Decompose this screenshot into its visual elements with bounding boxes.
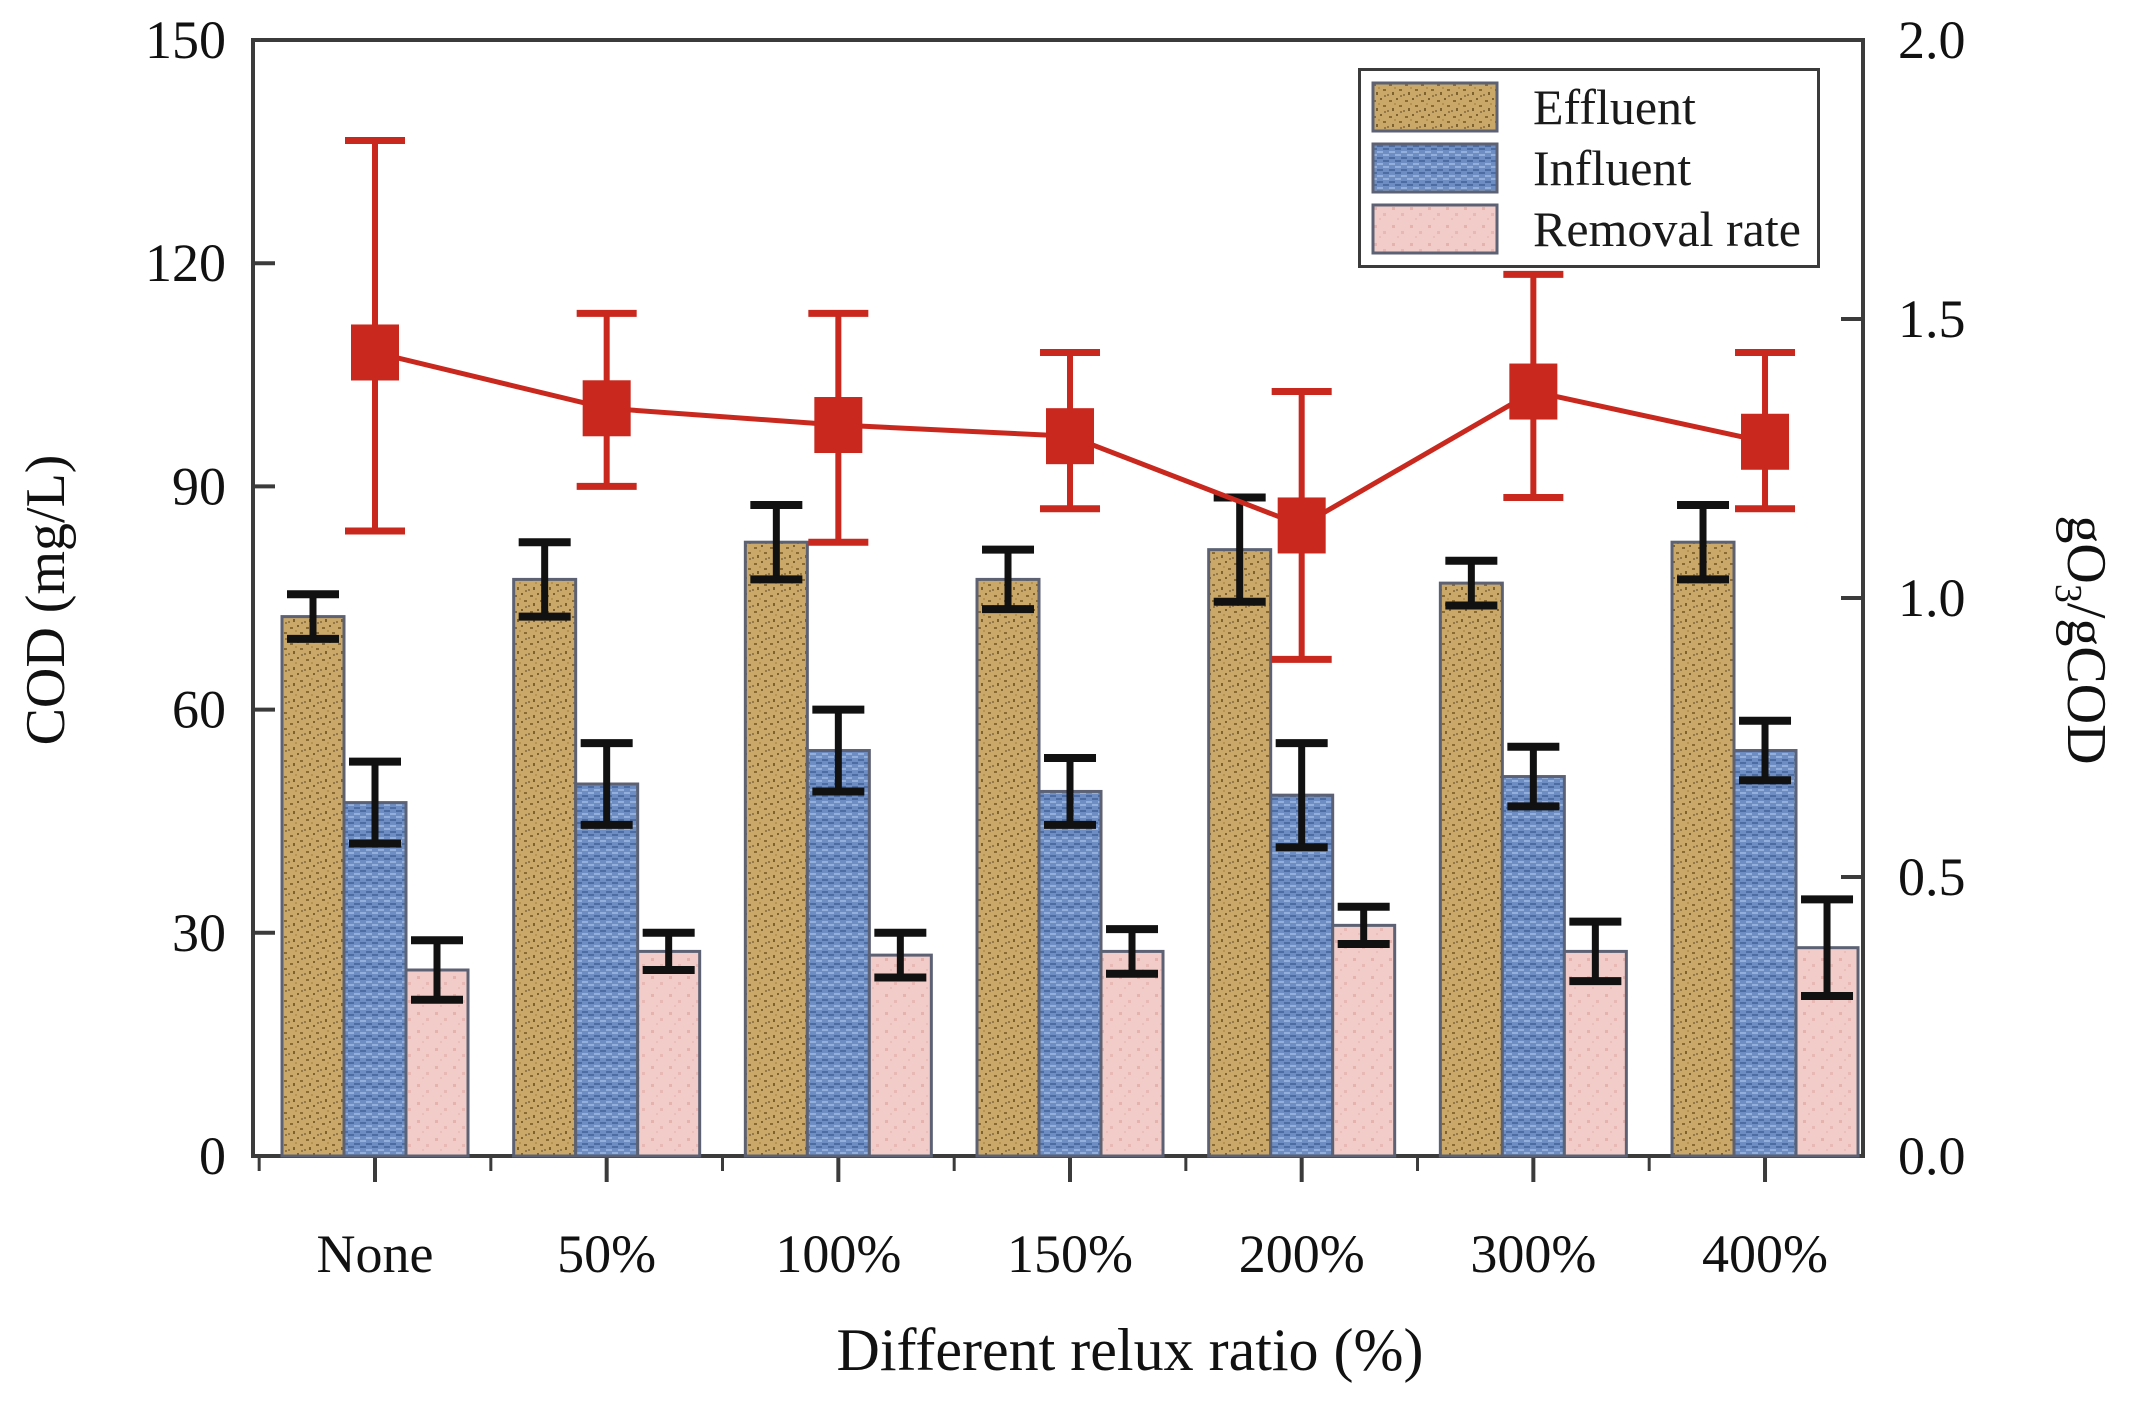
bar-influent-4 (1269, 793, 1335, 1158)
bar-removal-rate-4 (1331, 923, 1397, 1158)
x-tick-label: None (317, 1224, 434, 1284)
line-marker-0 (351, 324, 399, 381)
legend-label-influent: Influent (1533, 139, 1692, 196)
legend-swatch-effluent-icon (1371, 81, 1499, 133)
line-marker-3 (1046, 408, 1095, 465)
bar-influent-0 (342, 801, 408, 1158)
legend-item-removal-rate: Removal rate (1371, 203, 1807, 255)
legend-label-effluent: Effluent (1533, 79, 1696, 136)
line-marker-4 (1277, 497, 1326, 554)
y-axis-title-right-prefix: gO (2055, 515, 2118, 584)
legend: Effluent Influent Removal rate (1358, 68, 1820, 268)
bar-removal-rate-5 (1562, 949, 1628, 1158)
y-left-tick-label: 0 (199, 1126, 226, 1186)
bar-influent-3 (1037, 789, 1103, 1158)
y-axis-title-right-sub: 3 (2046, 583, 2089, 603)
bar-influent-2 (805, 749, 871, 1158)
line-marker-6 (1741, 413, 1790, 470)
bar-effluent-6 (1670, 540, 1736, 1158)
line-marker-5 (1509, 363, 1558, 420)
bar-effluent-3 (975, 577, 1041, 1158)
y-right-tick-label: 1.0 (1898, 568, 1966, 628)
x-tick-label: 100% (775, 1224, 901, 1284)
y-axis-title-left: COD (mg/L) (15, 454, 77, 746)
bar-effluent-2 (743, 540, 809, 1158)
legend-label-removal-rate: Removal rate (1533, 200, 1801, 257)
x-tick-label: 200% (1239, 1224, 1365, 1284)
bar-removal-rate-3 (1099, 949, 1165, 1158)
bar-influent-5 (1500, 775, 1566, 1158)
x-axis-title: Different relux ratio (%) (836, 1317, 1424, 1383)
x-tick-label: 400% (1702, 1224, 1828, 1284)
line-marker-2 (814, 397, 863, 454)
bar-influent-6 (1732, 749, 1798, 1158)
bar-influent-1 (574, 782, 640, 1158)
bar-effluent-5 (1438, 581, 1504, 1158)
y-right-tick-label: 0.5 (1898, 847, 1966, 907)
x-tick-label: 150% (1007, 1224, 1133, 1284)
y-left-tick-label: 120 (145, 233, 226, 293)
y-left-tick-label: 90 (172, 456, 226, 516)
y-left-tick-label: 30 (172, 903, 226, 963)
y-left-tick-label: 60 (172, 680, 226, 740)
line-marker-1 (582, 380, 631, 437)
x-tick-label: 300% (1470, 1224, 1596, 1284)
bar-effluent-4 (1207, 548, 1273, 1158)
bar-effluent-0 (280, 615, 346, 1158)
legend-item-effluent: Effluent (1371, 81, 1807, 133)
y-axis-title-right-suffix: /gCOD (2055, 602, 2118, 765)
legend-swatch-influent-icon (1371, 142, 1499, 194)
legend-swatch-removal-rate-icon (1371, 203, 1499, 255)
y-left-tick-label: 150 (145, 10, 226, 70)
bar-effluent-1 (512, 577, 578, 1158)
bar-removal-rate-2 (867, 953, 933, 1158)
y-right-tick-label: 2.0 (1898, 10, 1966, 70)
bar-removal-rate-1 (636, 949, 702, 1158)
legend-item-influent: Influent (1371, 142, 1807, 194)
y-axis-title-right: gO3/gCOD (2046, 515, 2118, 764)
x-tick-label: 50% (557, 1224, 656, 1284)
y-right-tick-label: 0.0 (1898, 1126, 1966, 1186)
y-right-tick-label: 1.5 (1898, 289, 1966, 349)
